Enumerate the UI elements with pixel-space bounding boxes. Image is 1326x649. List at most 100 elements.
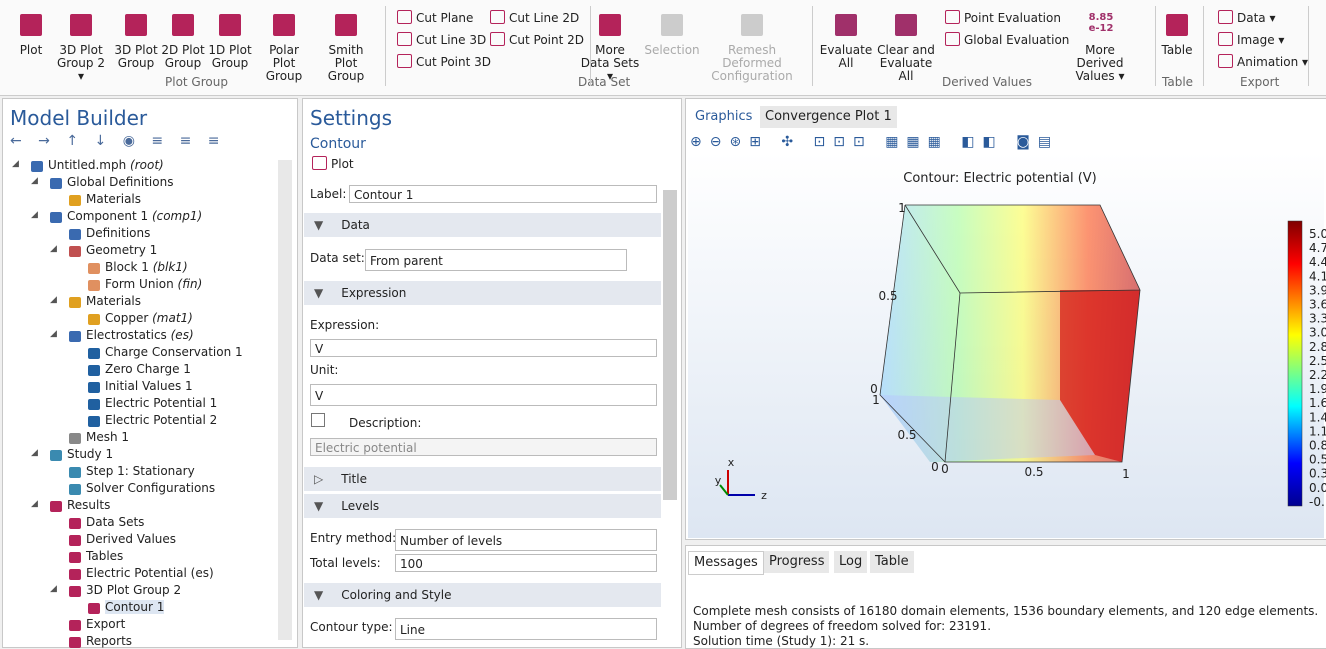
field-value[interactable]: 100 <box>395 554 657 572</box>
ribbon-button[interactable]: More Derived Values ▾ <box>1075 43 1125 83</box>
field-value[interactable]: Line <box>395 618 657 640</box>
tab[interactable]: Messages <box>688 551 764 575</box>
section-header[interactable]: ▷ Title <box>304 467 661 491</box>
section-header[interactable]: ▼ Expression <box>304 281 661 305</box>
separator <box>1203 6 1204 86</box>
ribbon-icon <box>661 14 683 36</box>
ribbon-button[interactable]: Clear and Evaluate All <box>877 43 935 83</box>
tree-label: Tables <box>86 549 124 563</box>
settings-subtitle: Contour <box>310 136 366 152</box>
tree-node[interactable]: Reports <box>86 634 132 648</box>
axis-label: 0 <box>870 382 878 396</box>
tree-node[interactable]: Study 1 <box>67 447 113 461</box>
field-value[interactable]: From parent <box>365 249 627 271</box>
ribbon-button[interactable]: 3D Plot Group 2 ▾ <box>57 43 105 83</box>
tree-icon <box>69 586 81 597</box>
tree-toggle[interactable]: ◢ <box>12 159 19 169</box>
tree-icon <box>88 603 100 614</box>
ribbon-small-button[interactable]: Animation ▾ <box>1218 54 1308 69</box>
tree-toggle[interactable]: ◢ <box>50 584 57 594</box>
ribbon-button[interactable]: Remesh Deformed Configuration <box>711 43 793 83</box>
ribbon-button[interactable]: Smith Plot Group <box>327 43 365 83</box>
plot-button[interactable]: Plot <box>312 156 354 171</box>
tree-icon <box>88 382 100 393</box>
graphics-toolbar[interactable]: ⊕⊖⊛⊞ ✣ ⊡⊡⊡ ▦▦▦ ◧◧ ◙▤ <box>690 134 1060 150</box>
tree-node[interactable]: Results <box>67 498 110 512</box>
tree-node[interactable]: Geometry 1 <box>86 243 157 257</box>
field-value[interactable]: Number of levels <box>395 529 657 551</box>
ribbon-button[interactable]: 1D Plot Group <box>208 43 252 70</box>
tree-node[interactable]: Contour 1 <box>105 600 165 614</box>
tree-node[interactable]: Component 1 (comp1) <box>67 209 202 223</box>
ribbon-button[interactable]: More Data Sets ▾ <box>580 43 640 83</box>
tree-label: 3D Plot Group 2 <box>86 583 182 597</box>
tree-node[interactable]: Data Sets <box>86 515 144 529</box>
tree-node[interactable]: Form Union (fin) <box>105 277 202 291</box>
tree-node[interactable]: Export <box>86 617 125 631</box>
field-value[interactable]: V <box>310 384 657 406</box>
tree-toggle[interactable]: ◢ <box>31 499 38 509</box>
ribbon-button[interactable]: Evaluate All <box>819 43 873 70</box>
ribbon-button[interactable]: Selection <box>644 43 700 57</box>
ribbon-small-button[interactable]: Cut Line 2D <box>490 10 579 25</box>
tree-toggle[interactable]: ◢ <box>50 244 57 254</box>
tree-toggle[interactable]: ◢ <box>31 448 38 458</box>
tree-node[interactable]: Block 1 (blk1) <box>105 260 188 274</box>
tree-node[interactable]: Definitions <box>86 226 150 240</box>
ribbon-button[interactable]: Polar Plot Group <box>265 43 303 83</box>
tree-node[interactable]: Derived Values <box>86 532 176 546</box>
tree-toolbar[interactable]: ← → ↑ ↓ ◉ ≡ ≡ ≡ <box>10 133 226 149</box>
ribbon-small-button[interactable]: Data ▾ <box>1218 10 1276 25</box>
tree-node[interactable]: Copper (mat1) <box>105 311 193 325</box>
tree-node[interactable]: Charge Conservation 1 <box>105 345 243 359</box>
tree-node[interactable]: Mesh 1 <box>86 430 129 444</box>
ribbon-small-button[interactable]: Image ▾ <box>1218 32 1284 47</box>
tree-node[interactable]: Zero Charge 1 <box>105 362 191 376</box>
scrollbar[interactable] <box>278 160 292 640</box>
tree-node[interactable]: Materials <box>86 294 141 308</box>
ribbon-small-button[interactable]: Cut Point 2D <box>490 32 584 47</box>
tree-icon <box>69 518 81 529</box>
tree-toggle[interactable]: ◢ <box>50 295 57 305</box>
field-value[interactable]: Contour 1 <box>349 185 657 203</box>
tab[interactable]: Convergence Plot 1 <box>760 106 897 128</box>
ribbon-button[interactable]: Table <box>1161 43 1193 57</box>
section-header[interactable]: ▼ Coloring and Style <box>304 583 661 607</box>
tab[interactable]: Graphics <box>690 106 758 128</box>
tab[interactable]: Log <box>834 551 868 573</box>
tree-node[interactable]: Electric Potential 2 <box>105 413 217 427</box>
ribbon-small-button[interactable]: Point Evaluation <box>945 10 1061 25</box>
tree-node[interactable]: Step 1: Stationary <box>86 464 195 478</box>
tree-node[interactable]: Untitled.mph (root) <box>48 158 164 172</box>
tab[interactable]: Table <box>870 551 914 573</box>
ribbon-button[interactable]: 3D Plot Group <box>114 43 158 70</box>
ribbon-small-button[interactable]: Cut Line 3D <box>397 32 486 47</box>
checkbox[interactable] <box>311 413 325 427</box>
tree-node[interactable]: Electric Potential 1 <box>105 396 217 410</box>
tree-toggle[interactable]: ◢ <box>31 210 38 220</box>
section-header[interactable]: ▼ Levels <box>304 494 661 518</box>
icon <box>397 54 412 68</box>
ribbon-button[interactable]: Plot <box>19 43 43 57</box>
section-header[interactable]: ▼ Data <box>304 213 661 237</box>
ribbon-small-button[interactable]: Cut Point 3D <box>397 54 491 69</box>
ribbon-small-button[interactable]: Global Evaluation <box>945 32 1069 47</box>
tree-node[interactable]: Materials <box>86 192 141 206</box>
tree-node[interactable]: 3D Plot Group 2 <box>86 583 181 597</box>
field-value[interactable]: V <box>310 339 657 357</box>
tab[interactable]: Progress <box>764 551 830 573</box>
tree-node[interactable]: Electric Potential (es) <box>86 566 214 580</box>
ribbon-icon <box>335 14 357 36</box>
tree-node[interactable]: Solver Configurations <box>86 481 215 495</box>
tree-toggle[interactable]: ◢ <box>31 176 38 186</box>
scrollbar[interactable] <box>663 190 677 500</box>
colorbar-label: 4.4 <box>1309 255 1326 269</box>
tree-node[interactable]: Tables <box>86 549 123 563</box>
tree-node[interactable]: Global Definitions <box>67 175 173 189</box>
ribbon-small-button[interactable]: Cut Plane <box>397 10 473 25</box>
tree-label: Electric Potential 1 <box>105 396 218 410</box>
tree-node[interactable]: Electrostatics (es) <box>86 328 194 342</box>
ribbon-button[interactable]: 2D Plot Group <box>161 43 205 70</box>
tree-node[interactable]: Initial Values 1 <box>105 379 193 393</box>
tree-toggle[interactable]: ◢ <box>50 329 57 339</box>
